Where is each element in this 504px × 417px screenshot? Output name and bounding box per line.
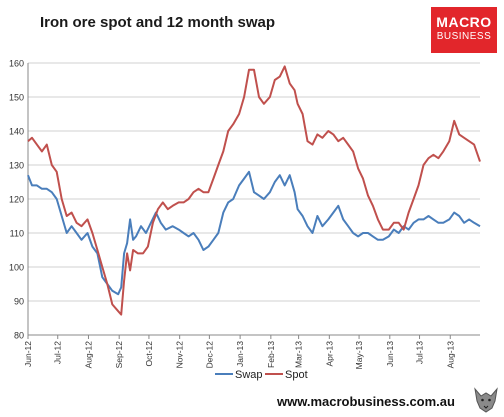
footer-url: www.macrobusiness.com.au	[277, 394, 455, 409]
y-tick-label-130: 130	[9, 161, 24, 171]
y-tick-label-90: 90	[14, 297, 24, 307]
y-tick-label-150: 150	[9, 93, 24, 103]
wolf-icon	[474, 387, 498, 413]
x-tick-label-Sep-12: Sep-12	[114, 341, 124, 369]
x-tick-label-Oct-12: Oct-12	[144, 341, 154, 367]
x-tick-label-Jun-12: Jun-12	[23, 341, 33, 367]
x-tick-label-Aug-13: Aug-13	[445, 341, 455, 369]
logo-line-1: MACRO	[436, 14, 492, 30]
series-line-spot	[27, 65, 481, 316]
chart-title: Iron ore spot and 12 month swap	[40, 14, 276, 31]
x-tick-label-May-13: May-13	[354, 341, 364, 370]
y-tick-label-120: 120	[9, 195, 24, 205]
x-tick-label-Apr-13: Apr-13	[324, 341, 334, 367]
x-tick-label-Dec-12: Dec-12	[204, 341, 214, 369]
y-tick-label-160: 160	[9, 59, 24, 69]
x-tick-label-Nov-12: Nov-12	[175, 341, 185, 369]
x-tick-label-Aug-12: Aug-12	[83, 341, 93, 369]
y-tick-label-140: 140	[9, 127, 24, 137]
x-tick-label-Jul-13: Jul-13	[415, 341, 425, 364]
x-tick-label-Jun-13: Jun-13	[385, 341, 395, 367]
macrobusiness-logo: MACRO BUSINESS	[431, 7, 497, 53]
legend-label-spot: Spot	[285, 369, 308, 381]
x-tick-label-Mar-13: Mar-13	[294, 341, 304, 368]
y-tick-label-100: 100	[9, 263, 24, 273]
y-tick-label-110: 110	[10, 229, 24, 239]
line-chart: 80 90 100 110 120 130 140 150 160 Jun-12 Jul-12 Aug…	[9, 59, 481, 381]
x-tick-label-Jul-12: Jul-12	[53, 341, 63, 364]
x-tick-label-Jan-13: Jan-13	[235, 341, 245, 367]
x-tick-label-Feb-13: Feb-13	[266, 341, 276, 368]
legend-label-swap: Swap	[235, 369, 263, 381]
y-tick-label-80: 80	[14, 331, 24, 341]
logo-line-2: BUSINESS	[436, 31, 492, 42]
